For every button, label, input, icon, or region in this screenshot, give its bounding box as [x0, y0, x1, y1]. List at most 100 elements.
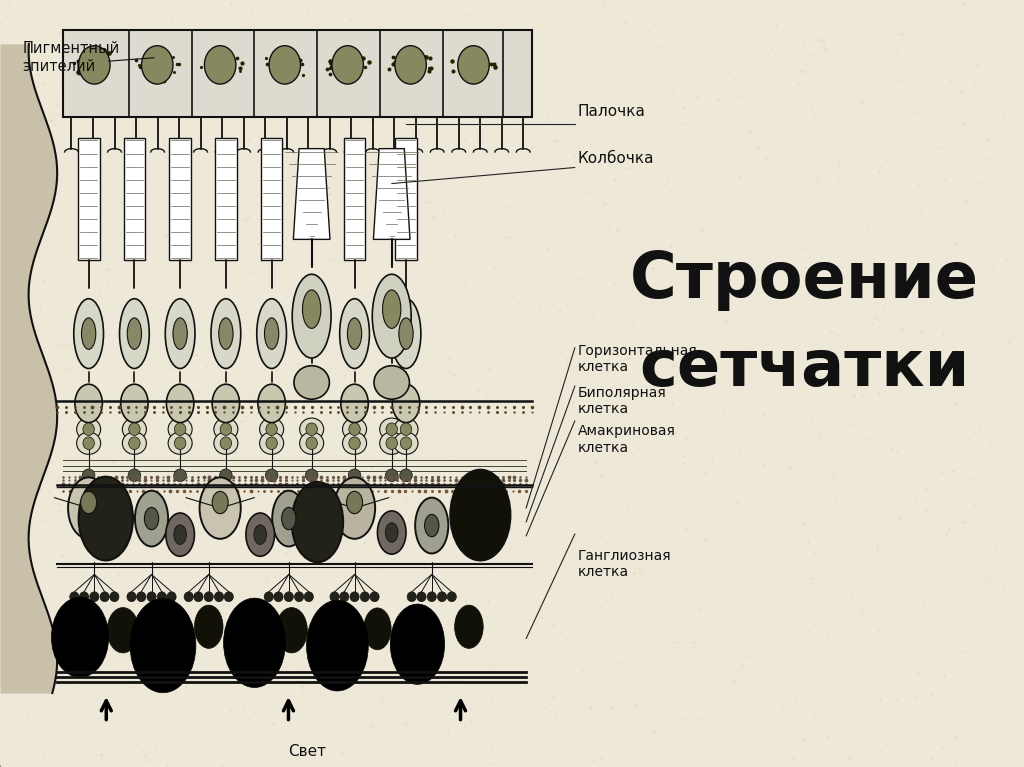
Ellipse shape [129, 437, 140, 449]
Ellipse shape [285, 592, 293, 601]
Ellipse shape [68, 477, 110, 538]
Ellipse shape [129, 423, 140, 436]
Ellipse shape [385, 469, 398, 482]
Ellipse shape [350, 592, 359, 601]
Text: Биполярная
клетка: Биполярная клетка [578, 386, 667, 416]
Ellipse shape [90, 592, 99, 601]
Ellipse shape [373, 275, 412, 358]
Ellipse shape [254, 525, 266, 545]
Ellipse shape [167, 384, 194, 423]
Ellipse shape [75, 384, 102, 423]
Bar [62, 30, 531, 117]
Ellipse shape [275, 607, 307, 653]
Ellipse shape [214, 432, 238, 454]
Ellipse shape [266, 423, 278, 436]
Text: сетчатки: сетчатки [639, 337, 970, 399]
Ellipse shape [83, 437, 94, 449]
Ellipse shape [158, 592, 167, 601]
Ellipse shape [258, 384, 286, 423]
Ellipse shape [386, 437, 397, 449]
Ellipse shape [399, 469, 413, 482]
Ellipse shape [417, 592, 426, 601]
Ellipse shape [130, 598, 196, 693]
Ellipse shape [82, 469, 95, 482]
Ellipse shape [380, 432, 403, 454]
Ellipse shape [205, 46, 236, 84]
Ellipse shape [300, 432, 324, 454]
Ellipse shape [74, 298, 103, 368]
Ellipse shape [391, 298, 421, 368]
Ellipse shape [174, 423, 185, 436]
Ellipse shape [110, 592, 119, 601]
Ellipse shape [273, 592, 283, 601]
Ellipse shape [120, 298, 150, 368]
Ellipse shape [77, 432, 100, 454]
Ellipse shape [136, 592, 145, 601]
Ellipse shape [455, 605, 483, 648]
Ellipse shape [300, 418, 324, 440]
Ellipse shape [349, 423, 360, 436]
Ellipse shape [360, 592, 370, 601]
Ellipse shape [458, 46, 489, 84]
Ellipse shape [437, 592, 446, 601]
Ellipse shape [184, 592, 194, 601]
Ellipse shape [100, 592, 110, 601]
Ellipse shape [166, 513, 195, 556]
Ellipse shape [295, 592, 304, 601]
Ellipse shape [383, 290, 400, 328]
Ellipse shape [214, 418, 238, 440]
Ellipse shape [306, 423, 317, 436]
Ellipse shape [123, 418, 146, 440]
Ellipse shape [266, 437, 278, 449]
Ellipse shape [165, 298, 195, 368]
Ellipse shape [200, 477, 241, 538]
Ellipse shape [70, 592, 79, 601]
Text: Свет: Свет [289, 744, 327, 759]
Text: Ганглиозная
клетка: Ганглиозная клетка [578, 548, 672, 579]
Ellipse shape [292, 482, 343, 562]
Ellipse shape [347, 318, 361, 349]
Ellipse shape [269, 46, 300, 84]
Ellipse shape [408, 592, 417, 601]
Text: Палочка: Палочка [578, 104, 646, 119]
Text: Строение: Строение [630, 249, 979, 311]
Ellipse shape [135, 491, 168, 547]
Ellipse shape [214, 592, 223, 601]
Ellipse shape [127, 318, 141, 349]
Ellipse shape [51, 597, 109, 677]
Ellipse shape [167, 592, 176, 601]
Ellipse shape [81, 492, 96, 514]
Ellipse shape [246, 513, 274, 556]
Ellipse shape [341, 384, 369, 423]
Ellipse shape [168, 418, 193, 440]
Bar [124, 138, 145, 260]
Ellipse shape [378, 511, 406, 555]
Ellipse shape [399, 318, 413, 349]
Bar [215, 138, 237, 260]
Ellipse shape [340, 298, 370, 368]
Ellipse shape [400, 423, 412, 436]
Ellipse shape [390, 604, 444, 684]
Ellipse shape [212, 492, 228, 514]
Ellipse shape [195, 605, 223, 648]
Bar [78, 138, 99, 260]
Ellipse shape [334, 477, 375, 538]
Ellipse shape [304, 592, 313, 601]
Ellipse shape [220, 423, 231, 436]
Ellipse shape [220, 437, 231, 449]
Ellipse shape [121, 384, 148, 423]
Polygon shape [293, 149, 330, 239]
Ellipse shape [168, 432, 193, 454]
Ellipse shape [260, 418, 284, 440]
Ellipse shape [80, 592, 89, 601]
Ellipse shape [123, 432, 146, 454]
Ellipse shape [108, 607, 138, 653]
Ellipse shape [332, 46, 364, 84]
Ellipse shape [451, 469, 510, 561]
Ellipse shape [394, 418, 418, 440]
Ellipse shape [386, 423, 397, 436]
Ellipse shape [330, 592, 339, 601]
Ellipse shape [282, 508, 296, 530]
Ellipse shape [346, 492, 362, 514]
Ellipse shape [260, 432, 284, 454]
